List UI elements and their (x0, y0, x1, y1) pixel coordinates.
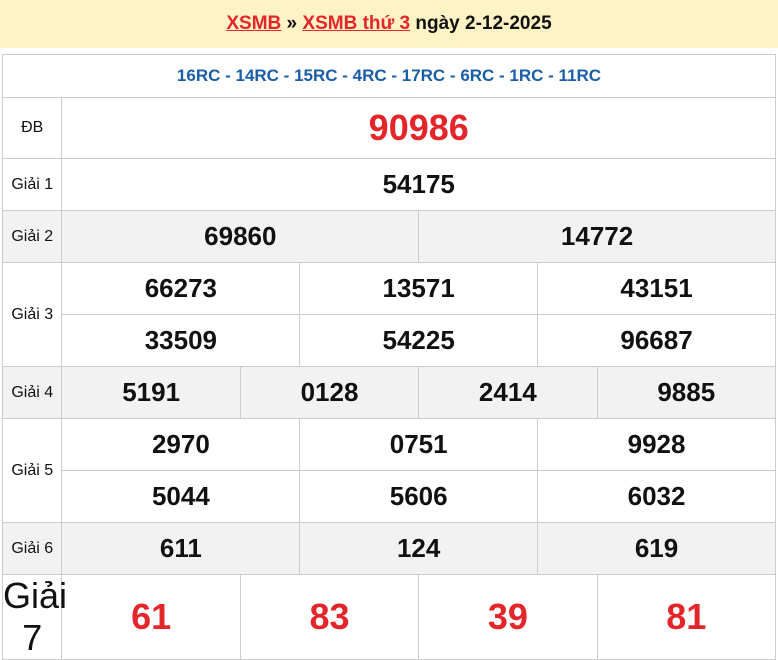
prize-number: 611 (61, 522, 301, 575)
prize-number: 61 (61, 574, 241, 660)
prize-number: 54225 (299, 314, 539, 367)
prize-label: ĐB (1, 97, 63, 159)
prize-number: 0128 (239, 366, 420, 419)
prize-number: 9885 (596, 366, 777, 419)
prize-number: 9928 (537, 418, 776, 471)
prize-number: 6032 (537, 470, 776, 523)
prize-number: 5606 (299, 470, 539, 523)
prize-number: 5191 (61, 366, 241, 419)
prize-label: Giải 5 (1, 418, 63, 523)
prize-label: Giải 1 (1, 158, 63, 211)
prize-number: 124 (299, 522, 539, 575)
results-table: 16RC - 14RC - 15RC - 4RC - 17RC - 6RC - … (1, 54, 777, 660)
prize-number: 43151 (537, 262, 776, 315)
prize-number: 81 (596, 574, 777, 660)
prize-label: Giải 4 (1, 366, 63, 419)
draw-date: ngày 2-12-2025 (410, 13, 552, 34)
prize-number: 66273 (61, 262, 301, 315)
prize-number: 39 (418, 574, 598, 660)
prize-number: 33509 (61, 314, 301, 367)
prize-number: 0751 (299, 418, 539, 471)
prize-number: 2970 (61, 418, 301, 471)
prize-number: 13571 (299, 262, 539, 315)
xsmb-thu3-link[interactable]: XSMB thứ 3 (302, 13, 411, 34)
prize-number: 619 (537, 522, 776, 575)
draw-codes: 16RC - 14RC - 15RC - 4RC - 17RC - 6RC - … (2, 54, 776, 98)
prize-label: Giải 7 (1, 574, 68, 660)
prize-number: 83 (239, 574, 420, 660)
prize-number: 2414 (418, 366, 598, 419)
prize-number: 54175 (61, 158, 776, 211)
prize-label: Giải 3 (1, 262, 63, 367)
prize-number: 69860 (61, 210, 420, 263)
prize-number: 96687 (537, 314, 776, 367)
special-prize: 90986 (61, 97, 776, 159)
prize-number: 14772 (418, 210, 776, 263)
breadcrumb-separator: » (281, 13, 303, 34)
prize-label: Giải 6 (1, 522, 63, 575)
prize-number: 5044 (61, 470, 301, 523)
xsmb-link[interactable]: XSMB (226, 13, 282, 34)
prize-label: Giải 2 (1, 210, 63, 263)
page-header: XSMB » XSMB thứ 3 ngày 2-12-2025 (0, 0, 778, 48)
